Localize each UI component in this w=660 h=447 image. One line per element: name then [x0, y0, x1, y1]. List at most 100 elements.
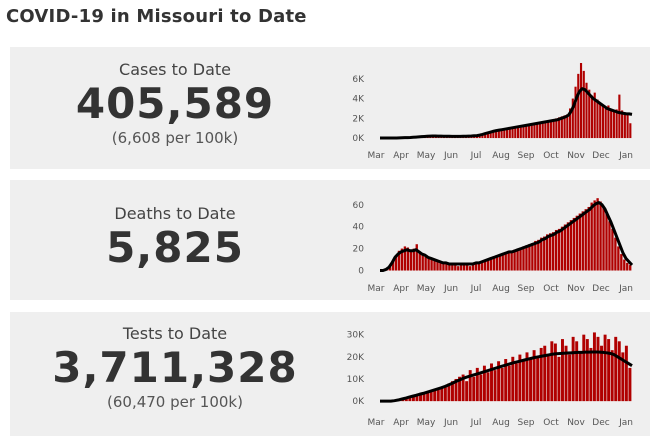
bar [409, 250, 413, 271]
bar [508, 127, 511, 139]
bar [579, 63, 583, 139]
bar [566, 114, 569, 139]
bar [421, 254, 424, 271]
x-tick-label: Sep [518, 418, 535, 428]
bar [620, 254, 623, 271]
bar [445, 263, 448, 271]
bar [617, 246, 620, 271]
bar [596, 99, 599, 139]
bar [569, 108, 572, 139]
bar [560, 116, 563, 139]
x-tick-label: Mar [368, 284, 385, 294]
bar [618, 94, 621, 139]
bar [608, 221, 611, 271]
bar [529, 359, 533, 402]
bar [590, 95, 594, 139]
bar [412, 248, 415, 271]
bar [624, 345, 628, 402]
x-tick-label: Jun [443, 151, 458, 161]
bar [571, 336, 575, 402]
bar [422, 392, 426, 402]
bar [543, 236, 546, 271]
bar [548, 233, 552, 271]
deaths-stat: Deaths to Date 5,825 [10, 204, 340, 273]
bar [561, 339, 564, 402]
bar [589, 347, 593, 402]
bar [408, 396, 412, 402]
bar [549, 119, 552, 139]
bar [440, 386, 444, 402]
bar [522, 124, 525, 139]
bar [519, 125, 522, 139]
bar [566, 222, 570, 271]
tests-per-100k: (60,470 per 100k) [107, 393, 243, 411]
bar [543, 345, 547, 402]
bar [590, 202, 593, 271]
bar [513, 249, 516, 271]
bar [531, 243, 534, 271]
bar [498, 254, 501, 271]
bar [504, 251, 507, 271]
bar [426, 391, 430, 402]
bar [424, 255, 427, 271]
bar [564, 345, 568, 402]
x-tick-label: Nov [567, 418, 585, 428]
bar [554, 229, 558, 271]
bar [577, 73, 580, 139]
bar [418, 251, 421, 271]
bar [615, 109, 618, 139]
bar [472, 376, 476, 402]
bar [540, 237, 543, 271]
bar [617, 341, 621, 402]
y-tick-label: 0K [352, 134, 365, 144]
bar [436, 261, 439, 271]
bar [593, 200, 596, 271]
x-tick-label: Jan [618, 418, 633, 428]
x-tick-label: Nov [567, 151, 585, 161]
x-tick-label: Jul [470, 418, 482, 428]
tests-panel: Tests to Date 3,711,328 (60,470 per 100k… [10, 312, 650, 436]
bar [574, 86, 577, 139]
bar [550, 341, 554, 402]
cases-per-100k: (6,608 per 100k) [111, 129, 239, 147]
bar [601, 106, 605, 139]
bar [514, 363, 518, 402]
x-tick-label: Aug [492, 151, 510, 161]
bar [581, 211, 584, 271]
bar [439, 262, 442, 271]
bar [486, 372, 490, 402]
bar [433, 388, 437, 402]
moving-average-line [380, 350, 633, 403]
x-tick-label: May [417, 151, 436, 161]
y-tick-label: 20K [347, 353, 365, 363]
bar [614, 237, 617, 271]
bar [593, 92, 596, 139]
bar [551, 232, 555, 271]
bar [486, 132, 489, 139]
bar [585, 339, 589, 402]
moving-average-line [380, 201, 634, 273]
bar [569, 220, 573, 271]
bar [500, 128, 503, 139]
deaths-value: 5,825 [106, 223, 244, 272]
x-tick-label: Apr [393, 418, 409, 428]
bar [563, 115, 566, 139]
bar [578, 213, 581, 271]
bar [411, 395, 415, 402]
bar [465, 381, 469, 402]
bar [628, 367, 632, 402]
bar [557, 228, 561, 271]
cases-panel: Cases to Date 405,589 (6,608 per 100k) 0… [10, 47, 650, 169]
x-tick-label: Oct [543, 151, 559, 161]
x-tick-label: Jun [443, 418, 458, 428]
moving-average-line [380, 87, 633, 140]
bar [450, 381, 454, 402]
bar [533, 122, 536, 139]
x-tick-label: Sep [518, 151, 535, 161]
bar [457, 266, 460, 271]
bar [484, 133, 487, 139]
bar [621, 352, 625, 402]
bar [614, 336, 618, 402]
bar [427, 257, 430, 271]
x-tick-label: May [417, 284, 436, 294]
